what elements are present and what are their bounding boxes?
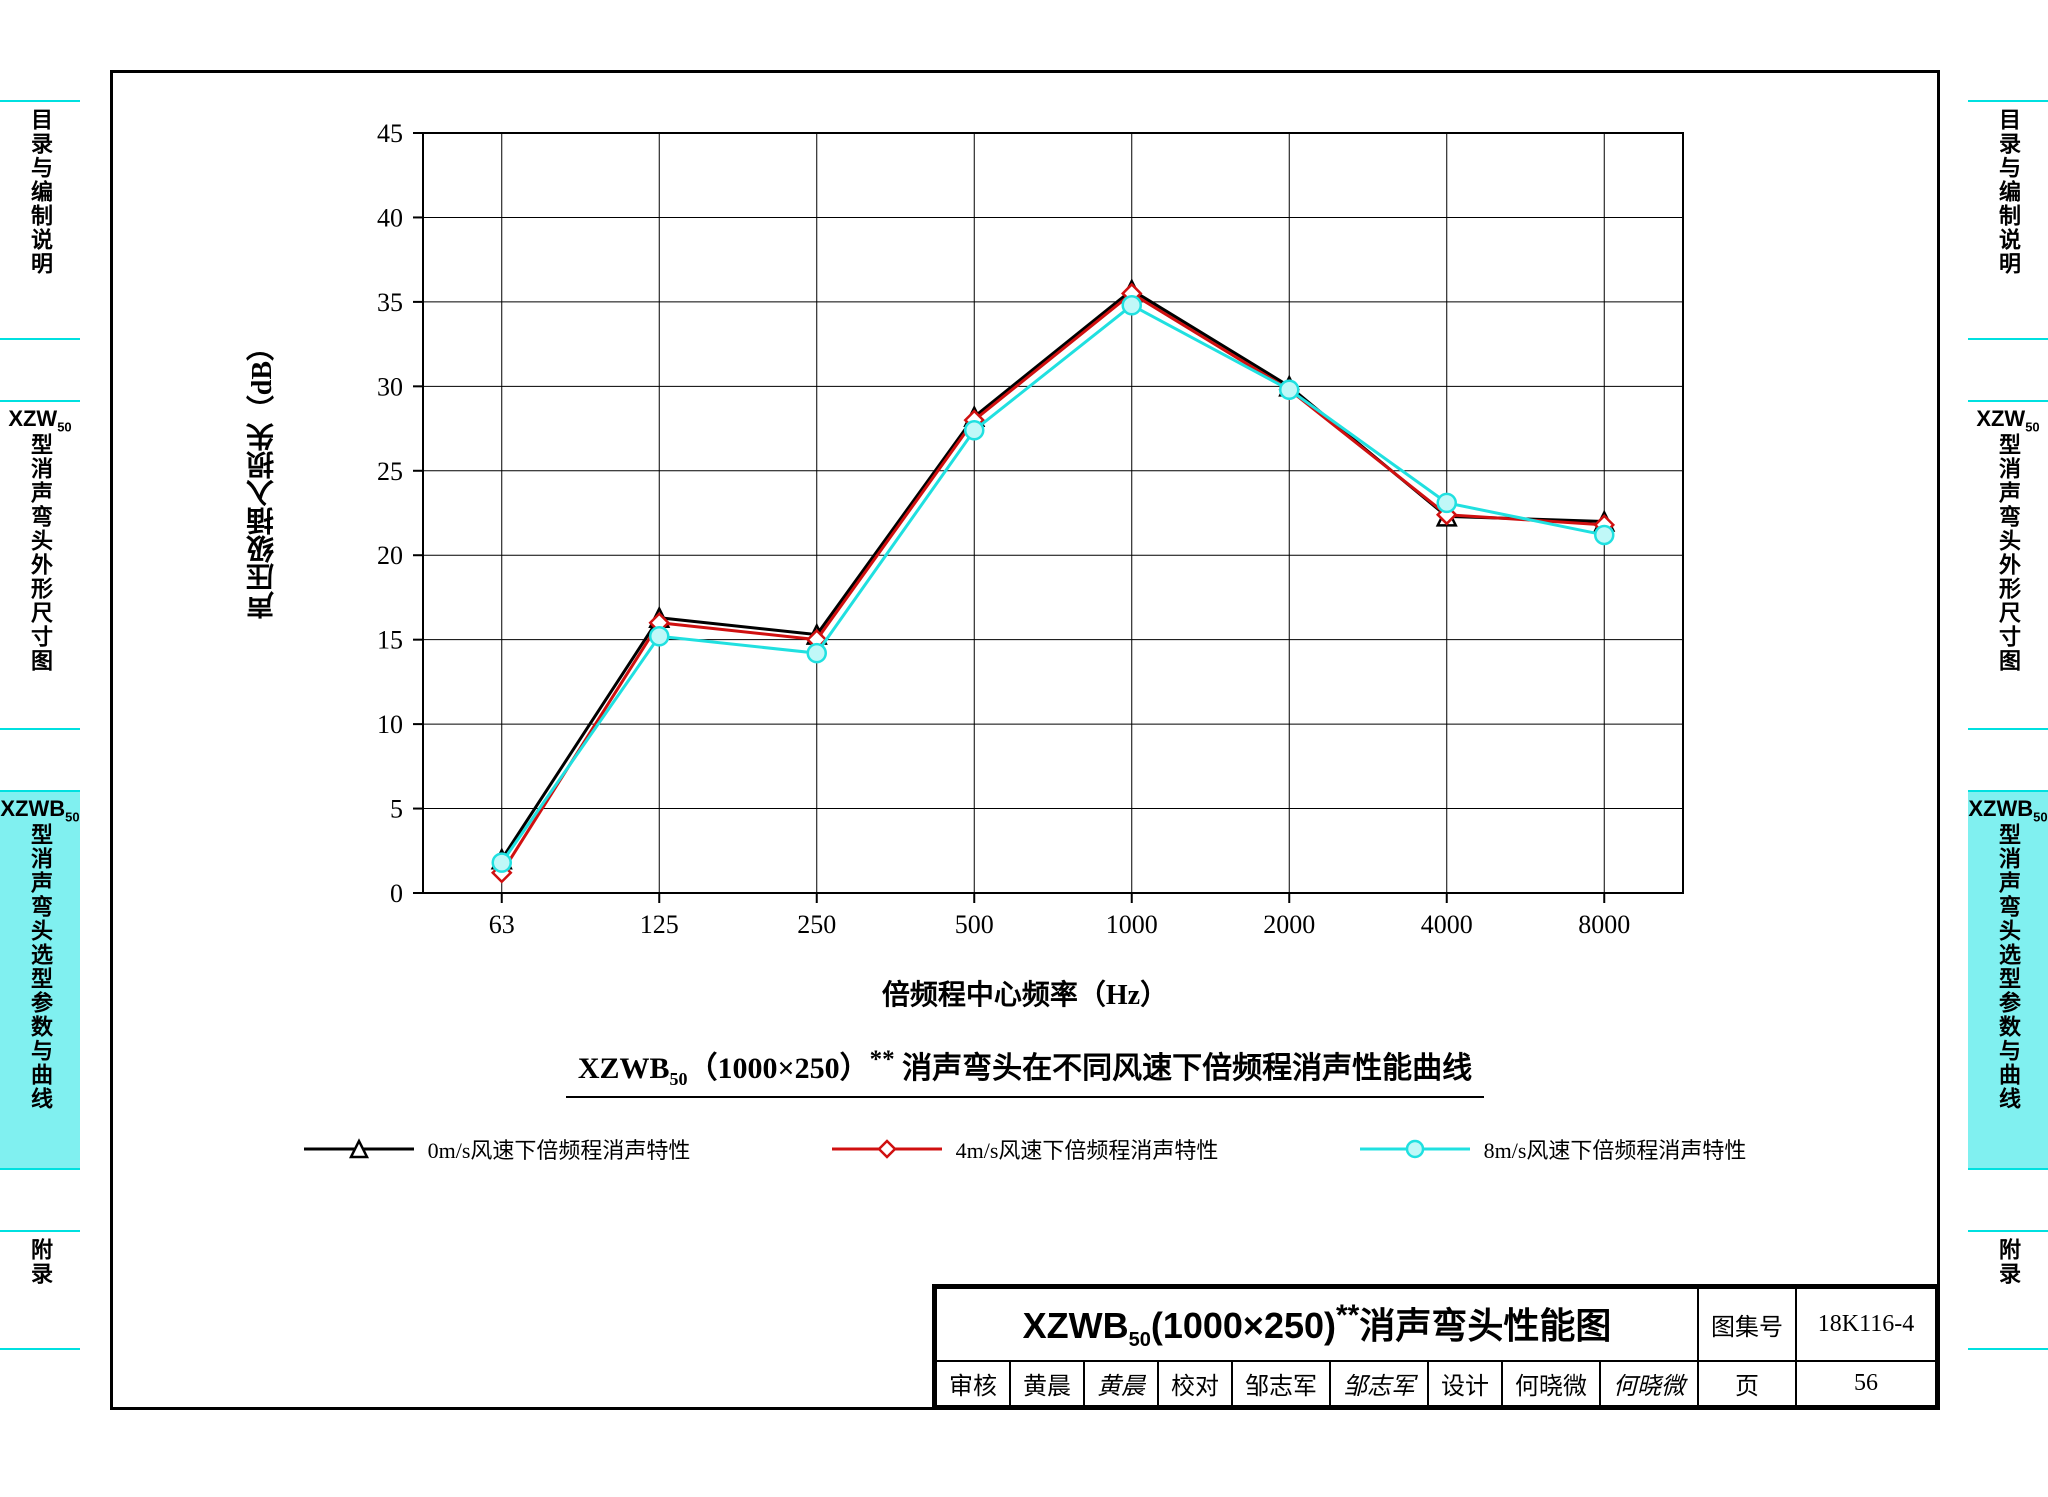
review-sig: 黄晨 bbox=[1084, 1361, 1158, 1406]
svg-text:125: 125 bbox=[640, 910, 679, 939]
page-label: 页 bbox=[1698, 1361, 1796, 1406]
legend-item-s4: 4m/s风速下倍频程消声特性 bbox=[832, 1133, 1219, 1165]
svg-text:45: 45 bbox=[377, 119, 403, 148]
svg-text:25: 25 bbox=[377, 457, 403, 486]
svg-text:15: 15 bbox=[377, 626, 403, 655]
svg-text:10: 10 bbox=[377, 710, 403, 739]
svg-text:4000: 4000 bbox=[1421, 910, 1473, 939]
legend-item-s8: 8m/s风速下倍频程消声特性 bbox=[1360, 1133, 1747, 1165]
chart-caption: XZWB50（1000×250）** 消声弯头在不同风速下倍频程消声性能曲线 bbox=[113, 1043, 1937, 1098]
drawing-frame: 声压级插入损失（dB） 0510152025303540456312525050… bbox=[110, 70, 1940, 1410]
design-sig: 何晓微 bbox=[1600, 1361, 1698, 1406]
caption-rest: 消声弯头在不同风速下倍频程消声性能曲线 bbox=[895, 1052, 1473, 1085]
svg-text:500: 500 bbox=[955, 910, 994, 939]
left-tab-1[interactable]: 目录与编制说明 bbox=[0, 100, 80, 340]
right-tab-1[interactable]: 目录与编制说明 bbox=[1968, 100, 2048, 340]
svg-text:250: 250 bbox=[797, 910, 836, 939]
legend-label-s4: 4m/s风速下倍频程消声特性 bbox=[956, 1133, 1219, 1165]
design-name: 何晓微 bbox=[1502, 1361, 1600, 1406]
legend-label-s0: 0m/s风速下倍频程消声特性 bbox=[428, 1133, 691, 1165]
right-tab-3[interactable]: XZWB50型消声弯头选型参数与曲线 bbox=[1968, 790, 2048, 1170]
svg-text:35: 35 bbox=[377, 288, 403, 317]
legend-label-s8: 8m/s风速下倍频程消声特性 bbox=[1484, 1133, 1747, 1165]
line-chart: 0 5 10 15 20 25 30 35 40 45 63 125 250 500 1000 2000 400… bbox=[273, 93, 1753, 973]
caption-sub: 50 bbox=[670, 1069, 688, 1089]
x-axis-title: 倍频程中心频率（Hz） bbox=[113, 973, 1937, 1013]
review-label: 审核 bbox=[936, 1361, 1010, 1406]
svg-text:0: 0 bbox=[390, 879, 403, 908]
right-tab-column: 目录与编制说明 XZW50型消声弯头外形尺寸图 XZWB50型消声弯头选型参数与… bbox=[1968, 0, 2048, 1497]
left-tab-2[interactable]: XZW50型消声弯头外形尺寸图 bbox=[0, 400, 80, 730]
legend-swatch-s4 bbox=[832, 1137, 942, 1161]
caption-sup: ** bbox=[870, 1046, 895, 1073]
left-tab-4[interactable]: 附录 bbox=[0, 1230, 80, 1350]
chart-legend: 0m/s风速下倍频程消声特性 4m/s风速下倍频程消声特性 8m/s风速下倍频程消声… bbox=[233, 1133, 1817, 1165]
left-tab-column: 目录与编制说明 XZW50型消声弯头外形尺寸图 XZWB50型消声弯头选型参数与… bbox=[0, 0, 80, 1497]
legend-item-s0: 0m/s风速下倍频程消声特性 bbox=[304, 1133, 691, 1165]
legend-swatch-s8 bbox=[1360, 1137, 1470, 1161]
svg-text:40: 40 bbox=[377, 203, 403, 232]
legend-swatch-s0 bbox=[304, 1137, 414, 1161]
check-name: 邹志军 bbox=[1232, 1361, 1330, 1406]
svg-text:30: 30 bbox=[377, 372, 403, 401]
review-name: 黄晨 bbox=[1010, 1361, 1084, 1406]
title-block: XZWB50(1000×250)**消声弯头性能图 图集号 18K116-4 审… bbox=[932, 1284, 1940, 1410]
svg-text:63: 63 bbox=[489, 910, 515, 939]
svg-text:8000: 8000 bbox=[1578, 910, 1630, 939]
caption-prefix: XZWB bbox=[578, 1052, 670, 1085]
design-label: 设计 bbox=[1428, 1361, 1502, 1406]
caption-mid: （1000×250） bbox=[688, 1052, 870, 1085]
page-value: 56 bbox=[1796, 1361, 1936, 1406]
right-tab-2[interactable]: XZW50型消声弯头外形尺寸图 bbox=[1968, 400, 2048, 730]
svg-text:2000: 2000 bbox=[1263, 910, 1315, 939]
right-tab-4[interactable]: 附录 bbox=[1968, 1230, 2048, 1350]
titleblock-main: XZWB50(1000×250)**消声弯头性能图 bbox=[936, 1288, 1698, 1361]
left-tab-3[interactable]: XZWB50型消声弯头选型参数与曲线 bbox=[0, 790, 80, 1170]
svg-text:5: 5 bbox=[390, 795, 403, 824]
svg-text:1000: 1000 bbox=[1106, 910, 1158, 939]
atlas-label: 图集号 bbox=[1698, 1288, 1796, 1361]
atlas-value: 18K116-4 bbox=[1796, 1288, 1936, 1361]
svg-text:20: 20 bbox=[377, 541, 403, 570]
check-sig: 邹志军 bbox=[1330, 1361, 1428, 1406]
check-label: 校对 bbox=[1158, 1361, 1232, 1406]
